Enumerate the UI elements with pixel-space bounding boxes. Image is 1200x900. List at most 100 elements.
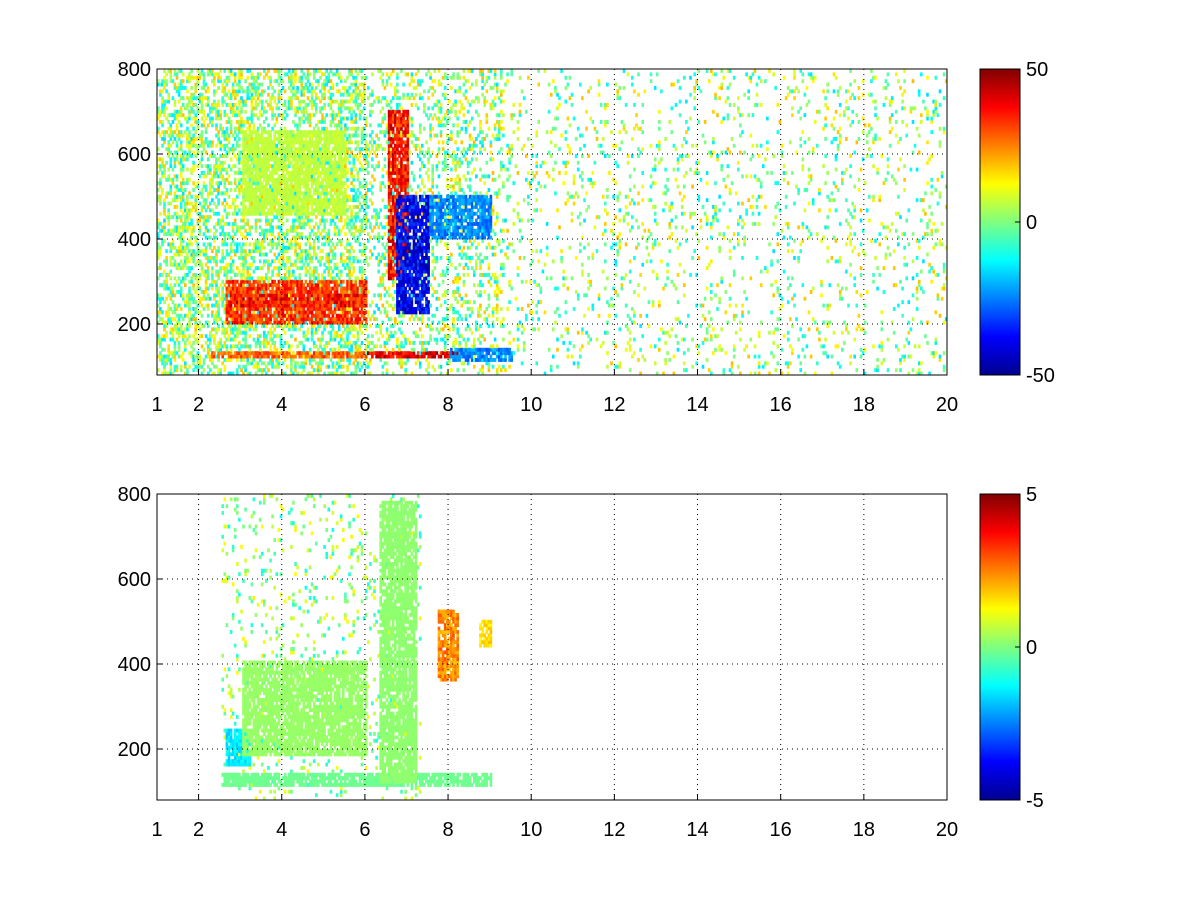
- heatmap-cell: [279, 290, 283, 294]
- heatmap-cell: [325, 160, 328, 165]
- heatmap-cell: [223, 79, 227, 84]
- heatmap-cell: [254, 167, 258, 172]
- heatmap-cell: [190, 354, 193, 359]
- heatmap-cell: [304, 177, 308, 182]
- heatmap-cell: [285, 147, 289, 152]
- heatmap-cell: [233, 218, 237, 223]
- heatmap-cell: [223, 99, 227, 104]
- heatmap-cell: [236, 205, 239, 209]
- heatmap-cell: [325, 137, 328, 141]
- heatmap-cell: [315, 256, 318, 260]
- heatmap-cell: [238, 99, 241, 104]
- heatmap-cell: [250, 116, 254, 121]
- heatmap-cell: [331, 164, 335, 169]
- heatmap-cell: [225, 177, 229, 182]
- heatmap-cell: [290, 313, 293, 318]
- heatmap-cell: [279, 245, 283, 250]
- heatmap-cell: [275, 283, 279, 288]
- heatmap-cell: [277, 137, 281, 141]
- heatmap-cell: [356, 143, 360, 148]
- heatmap-cell: [358, 290, 362, 294]
- heatmap-cell: [275, 215, 279, 220]
- heatmap-cell: [217, 137, 220, 141]
- heatmap-cell: [273, 283, 276, 288]
- heatmap-cell: [250, 208, 254, 213]
- heatmap-cell: [244, 120, 247, 124]
- heatmap-cell: [263, 310, 266, 315]
- heatmap-cell: [204, 245, 208, 250]
- heatmap-cell: [254, 86, 258, 90]
- heatmap-cell: [273, 235, 276, 240]
- heatmap-cell: [250, 324, 254, 328]
- heatmap-cell: [265, 351, 268, 356]
- heatmap-cell: [225, 320, 229, 325]
- heatmap-cell: [327, 205, 331, 209]
- heatmap-cell: [240, 273, 243, 277]
- heatmap-cell: [252, 137, 256, 141]
- heatmap-cell: [192, 296, 195, 301]
- heatmap-cell: [306, 194, 310, 199]
- heatmap-cell: [273, 266, 276, 271]
- heatmap-cell: [319, 368, 322, 373]
- heatmap-cell: [292, 208, 295, 213]
- heatmap-cell: [333, 330, 337, 335]
- heatmap-cell: [329, 259, 333, 264]
- heatmap-cell: [165, 82, 168, 87]
- heatmap-cell: [215, 293, 218, 298]
- heatmap-cell: [260, 92, 264, 97]
- heatmap-cell: [279, 157, 283, 162]
- heatmap-cell: [157, 266, 160, 271]
- heatmap-cell: [281, 283, 285, 288]
- heatmap-cell: [327, 259, 331, 264]
- heatmap-cell: [177, 354, 181, 359]
- heatmap-cells: [157, 69, 948, 376]
- heatmap-cell: [179, 364, 183, 369]
- heatmap-cell: [181, 235, 185, 240]
- heatmap-cell: [254, 225, 258, 230]
- heatmap-cell: [337, 140, 341, 145]
- heatmap-cell: [204, 208, 208, 213]
- heatmap-cell: [173, 205, 177, 209]
- heatmap-cell: [292, 171, 295, 175]
- heatmap-cell: [171, 120, 175, 124]
- heatmap-cell: [298, 130, 301, 135]
- heatmap-cell: [223, 160, 227, 165]
- heatmap-cell: [221, 324, 224, 328]
- heatmap-cell: [194, 310, 197, 315]
- heatmap-cell: [271, 330, 274, 335]
- heatmap-cell: [179, 327, 183, 332]
- heatmap-cell: [267, 242, 270, 247]
- heatmap-cell: [329, 160, 333, 165]
- heatmap-cell: [342, 184, 345, 189]
- heatmap-cell: [335, 160, 339, 165]
- heatmap-cell: [294, 354, 297, 359]
- heatmap-cell: [308, 133, 312, 138]
- heatmap-cell: [225, 344, 229, 349]
- heatmap-cell: [325, 252, 328, 257]
- heatmap-cell: [204, 201, 208, 206]
- heatmap-cell: [283, 140, 287, 145]
- heatmap-cell: [352, 307, 355, 311]
- heatmap-cell: [263, 262, 266, 267]
- heatmap-cell: [308, 232, 312, 237]
- heatmap-cell: [157, 225, 160, 230]
- heatmap-cell: [350, 174, 353, 179]
- heatmap-cell: [325, 364, 328, 369]
- heatmap-cell: [337, 334, 341, 339]
- heatmap-cell: [260, 293, 264, 298]
- heatmap-cell: [260, 320, 264, 325]
- heatmap-cell: [296, 225, 299, 230]
- heatmap-cell: [169, 245, 173, 250]
- heatmap-cell: [206, 293, 210, 298]
- heatmap-cell: [298, 307, 301, 311]
- heatmap-cell: [281, 215, 285, 220]
- heatmap-cell: [271, 300, 274, 305]
- heatmap-cell: [265, 184, 268, 189]
- heatmap-cell: [294, 92, 297, 97]
- heatmap-cell: [159, 177, 162, 182]
- heatmap-cell: [281, 242, 285, 247]
- heatmap-cell: [171, 228, 175, 233]
- heatmap-cell: [315, 79, 318, 84]
- heatmap-cell: [263, 109, 266, 114]
- heatmap-cell: [215, 364, 218, 369]
